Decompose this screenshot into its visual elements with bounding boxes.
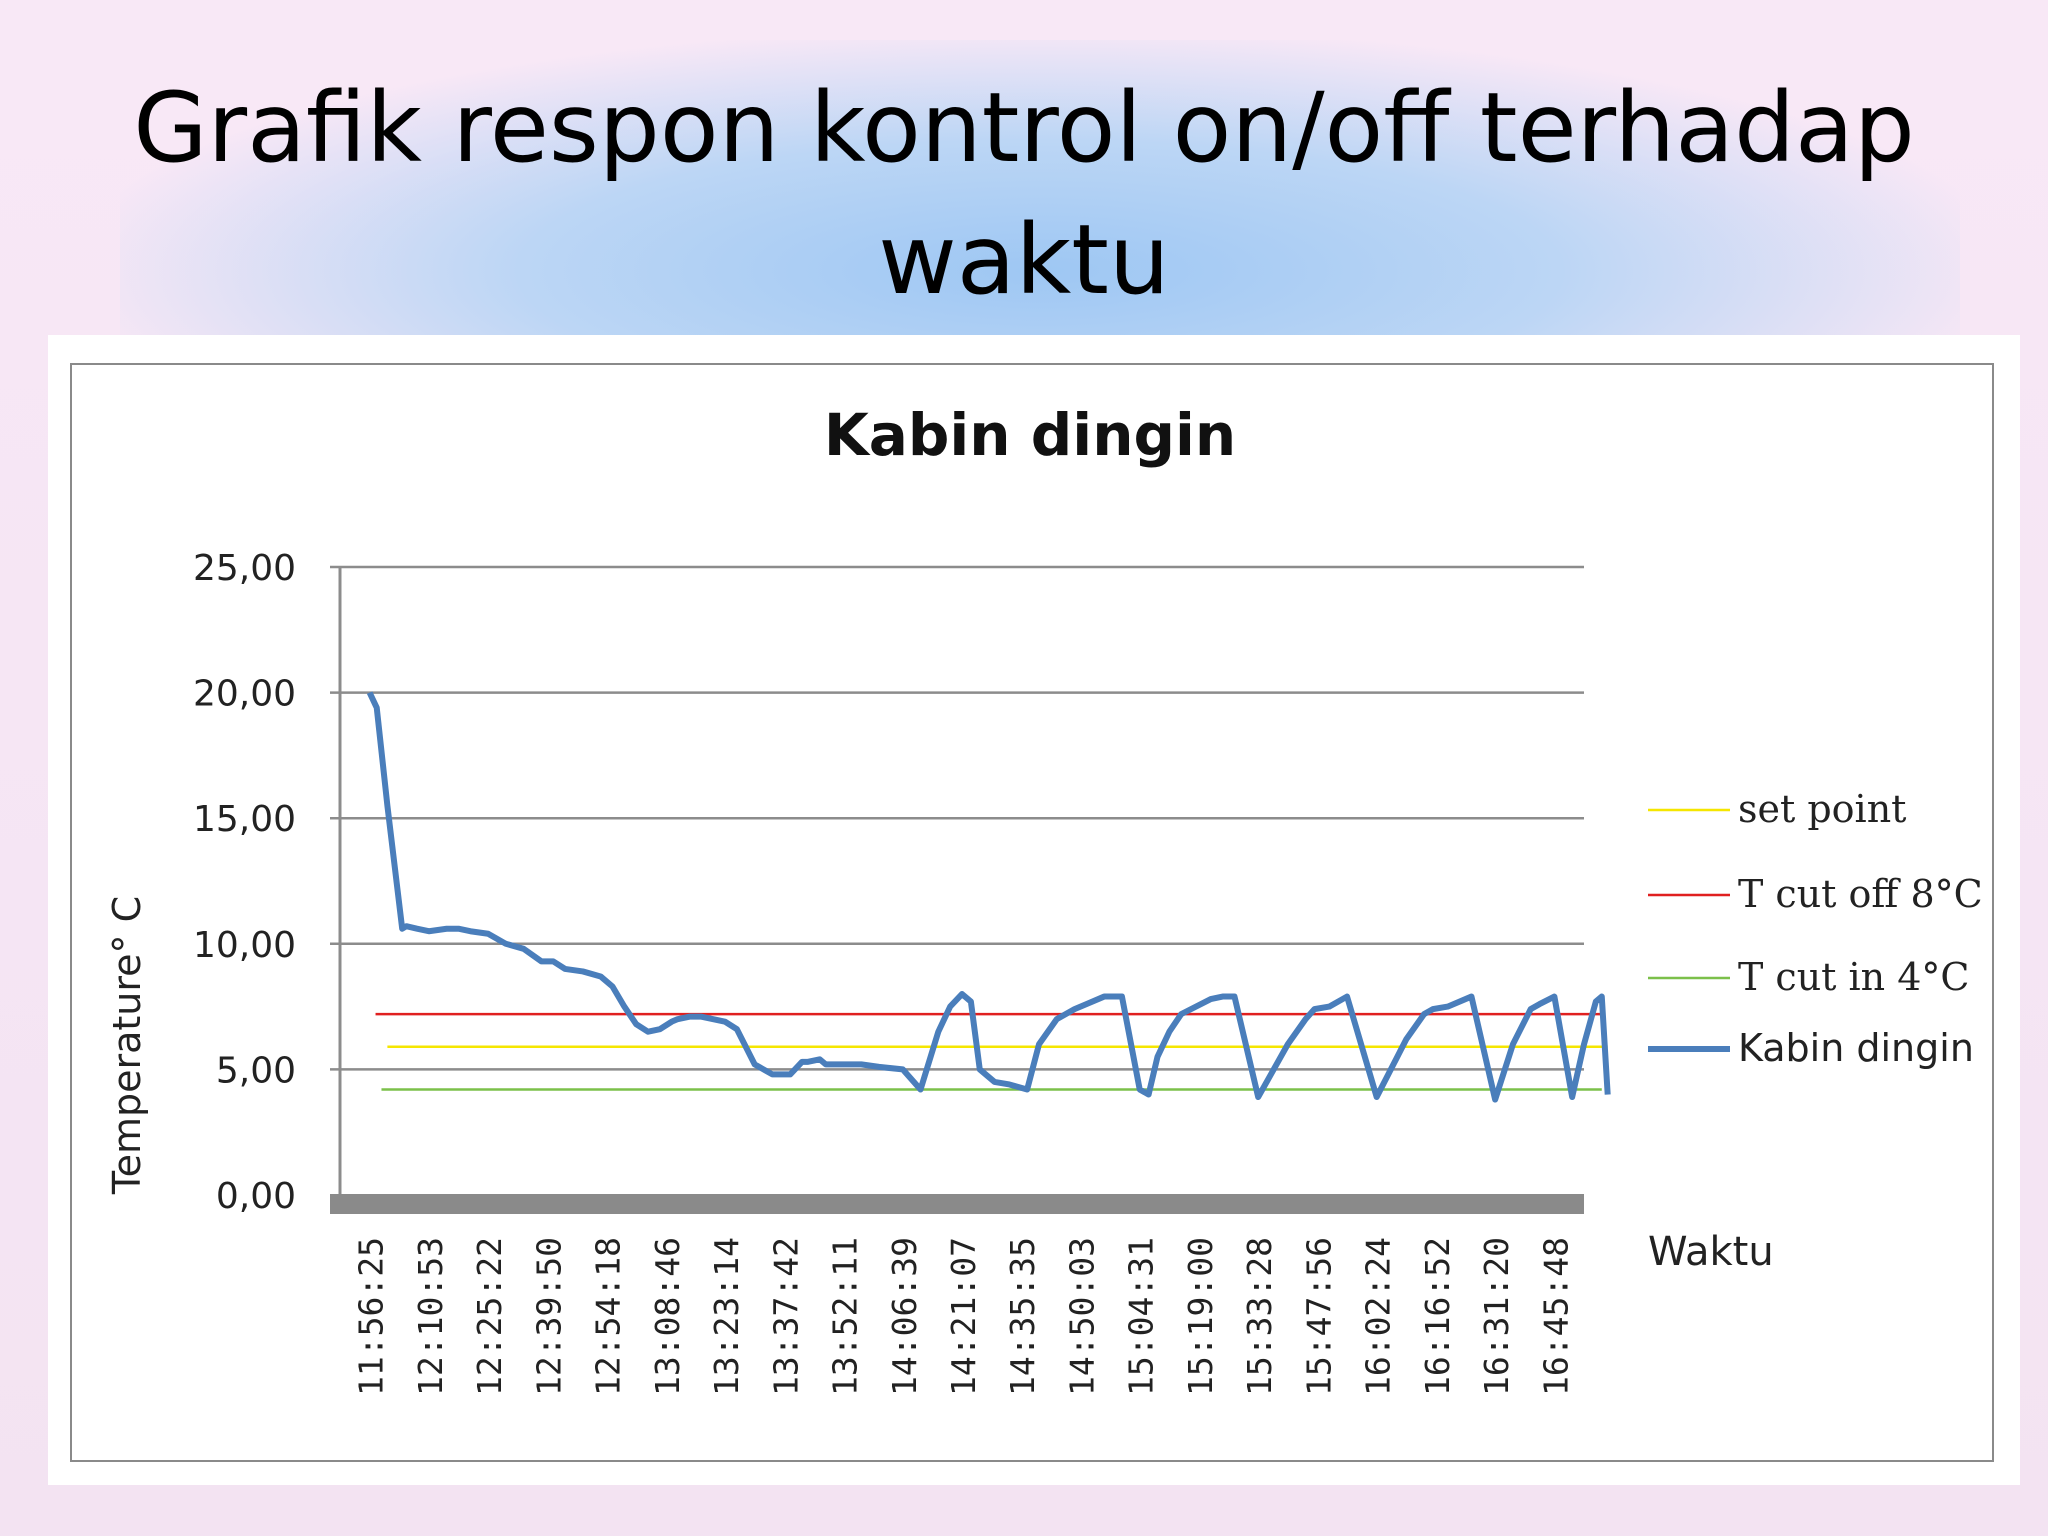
title-glow — [120, 40, 1960, 370]
x-tick-label: 14:50:03 — [1062, 1237, 1101, 1396]
y-tick-label: 0,00 — [216, 1176, 296, 1217]
slide-title: Grafik respon kontrol on/off terhadap wa… — [0, 62, 2048, 326]
x-tick-label: 12:25:22 — [470, 1237, 509, 1396]
series-line-kabin-dingin — [366, 691, 1611, 1103]
chart-panel: Kabin dingin Temperature° C Waktu 0,00 5,… — [48, 335, 2020, 1485]
x-tick-label: 12:10:53 — [411, 1237, 450, 1396]
y-tick-label: 25,00 — [193, 548, 296, 589]
slide-title-line-1: Grafik respon kontrol on/off terhadap — [133, 72, 1915, 184]
y-tick-label: 20,00 — [193, 674, 296, 715]
legend: set point T cut off 8°C T cut in 4°C Kabin … — [1648, 787, 1983, 1070]
grid-lines — [330, 565, 1584, 1214]
legend-label: Kabin dingin — [1738, 1026, 1974, 1070]
x-tick-label: 13:23:14 — [707, 1237, 746, 1396]
legend-label: T cut in 4°C — [1738, 955, 1970, 999]
x-tick-label: 11:56:25 — [352, 1237, 391, 1396]
x-tick-label: 13:37:42 — [766, 1237, 805, 1396]
x-tick-label: 16:02:24 — [1359, 1237, 1398, 1396]
x-tick-label: 12:39:50 — [529, 1237, 568, 1396]
y-tick-label: 5,00 — [216, 1050, 296, 1091]
x-tick-label: 13:52:11 — [826, 1237, 865, 1396]
x-axis-label: Waktu — [1648, 1229, 1774, 1275]
x-tick-label: 14:35:35 — [1003, 1237, 1042, 1396]
x-axis-bar — [330, 1194, 1584, 1214]
series-lines — [366, 691, 1611, 1103]
x-tick-label: 13:08:46 — [648, 1237, 687, 1396]
x-tick-label: 14:06:39 — [885, 1237, 924, 1396]
x-tick-label: 16:16:52 — [1418, 1237, 1457, 1396]
chart-title: Kabin dingin — [824, 401, 1236, 469]
x-tick-label: 16:45:48 — [1536, 1237, 1575, 1396]
x-tick-label: 15:19:00 — [1181, 1237, 1220, 1396]
x-tick-label: 14:21:07 — [944, 1237, 983, 1396]
x-tick-label: 15:47:56 — [1299, 1237, 1338, 1396]
y-axis-label: Temperature° C — [105, 896, 149, 1195]
y-tick-label: 15,00 — [193, 799, 296, 840]
line-chart: Kabin dingin Temperature° C Waktu 0,00 5,… — [70, 363, 1994, 1462]
slide-title-line-2: waktu — [878, 204, 1170, 316]
x-tick-label: 15:04:31 — [1122, 1237, 1161, 1396]
x-tick-label: 15:33:28 — [1240, 1237, 1279, 1396]
legend-label: T cut off 8°C — [1738, 872, 1983, 916]
y-tick-labels: 0,00 5,00 10,00 15,00 20,00 25,00 — [193, 548, 296, 1217]
y-tick-label: 10,00 — [193, 925, 296, 966]
legend-label: set point — [1738, 787, 1906, 831]
x-tick-label: 12:54:18 — [589, 1237, 628, 1396]
x-tick-labels: 11:56:25 12:10:53 12:25:22 12:39:50 12:54:18… — [352, 1237, 1576, 1396]
x-tick-label: 16:31:20 — [1477, 1237, 1516, 1396]
chart-border — [70, 363, 1994, 1462]
